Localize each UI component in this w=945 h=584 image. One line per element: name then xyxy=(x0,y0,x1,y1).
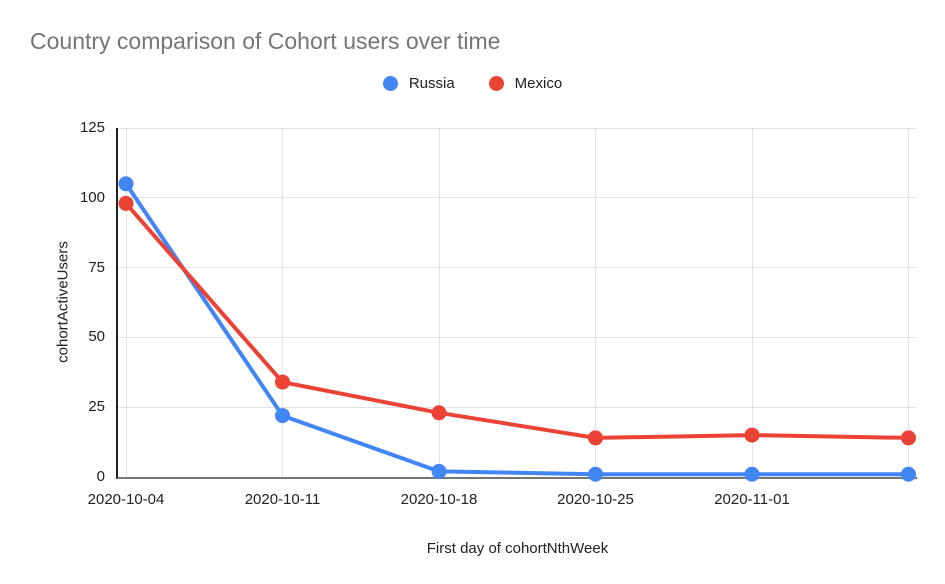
x-tick-label-4: 2020-11-01 xyxy=(714,491,790,508)
series-line-russia xyxy=(124,181,911,477)
y-tick-label-0: 0 xyxy=(96,468,105,485)
y-tick-label-125: 125 xyxy=(79,119,105,136)
data-point-russia-4[interactable] xyxy=(744,466,760,482)
y-tick-label-100: 100 xyxy=(79,188,105,206)
data-point-russia-5[interactable] xyxy=(901,466,916,482)
data-point-mexico-1[interactable] xyxy=(275,374,290,390)
data-point-mexico-4[interactable] xyxy=(744,427,760,443)
data-point-mexico-3[interactable] xyxy=(588,430,603,446)
x-tick-label-2: 2020-10-18 xyxy=(400,491,478,508)
plot-area xyxy=(116,127,917,482)
y-tick-label-50: 50 xyxy=(88,328,105,346)
x-gridline-2 xyxy=(438,128,440,477)
data-point-mexico-0[interactable] xyxy=(118,195,134,211)
chart-title: Country comparison of Cohort users over … xyxy=(30,28,501,54)
data-point-russia-1[interactable] xyxy=(275,408,290,424)
x-gridline-1 xyxy=(282,128,283,477)
data-point-mexico-5[interactable] xyxy=(901,430,916,446)
x-gridline-3 xyxy=(595,128,596,477)
x-axis-title: First day of cohortNthWeek xyxy=(426,540,609,557)
x-tick-label-3: 2020-10-25 xyxy=(557,491,634,508)
legend-swatch-russia-icon xyxy=(382,75,398,91)
x-gridline-4 xyxy=(751,128,753,477)
legend: Russia Mexico xyxy=(0,72,945,94)
x-tick-label-1: 2020-10-11 xyxy=(244,491,321,508)
legend-item-russia: Russia xyxy=(382,74,455,92)
x-gridline-0 xyxy=(125,128,127,477)
y-gridline-50 xyxy=(118,336,917,338)
data-point-russia-3[interactable] xyxy=(588,466,603,482)
y-tick-label-75: 75 xyxy=(88,258,105,276)
legend-item-mexico: Mexico xyxy=(488,74,563,92)
y-gridline-100 xyxy=(118,197,917,199)
data-point-russia-0[interactable] xyxy=(118,176,134,192)
legend-label-russia: Russia xyxy=(408,74,455,92)
y-axis-tick-labels: 0 25 50 75 100 125 xyxy=(0,0,105,584)
legend-swatch-mexico-icon xyxy=(488,75,504,91)
legend-label-mexico: Mexico xyxy=(514,74,563,92)
series-line-mexico xyxy=(124,201,911,440)
data-point-mexico-2[interactable] xyxy=(431,405,447,421)
data-point-russia-2[interactable] xyxy=(431,463,447,479)
y-tick-label-25: 25 xyxy=(88,398,105,416)
y-gridline-125 xyxy=(118,127,917,129)
y-gridline-25 xyxy=(118,406,917,408)
series-svg xyxy=(118,176,916,482)
x-gridline-5 xyxy=(908,128,909,477)
y-gridline-75 xyxy=(118,267,917,269)
